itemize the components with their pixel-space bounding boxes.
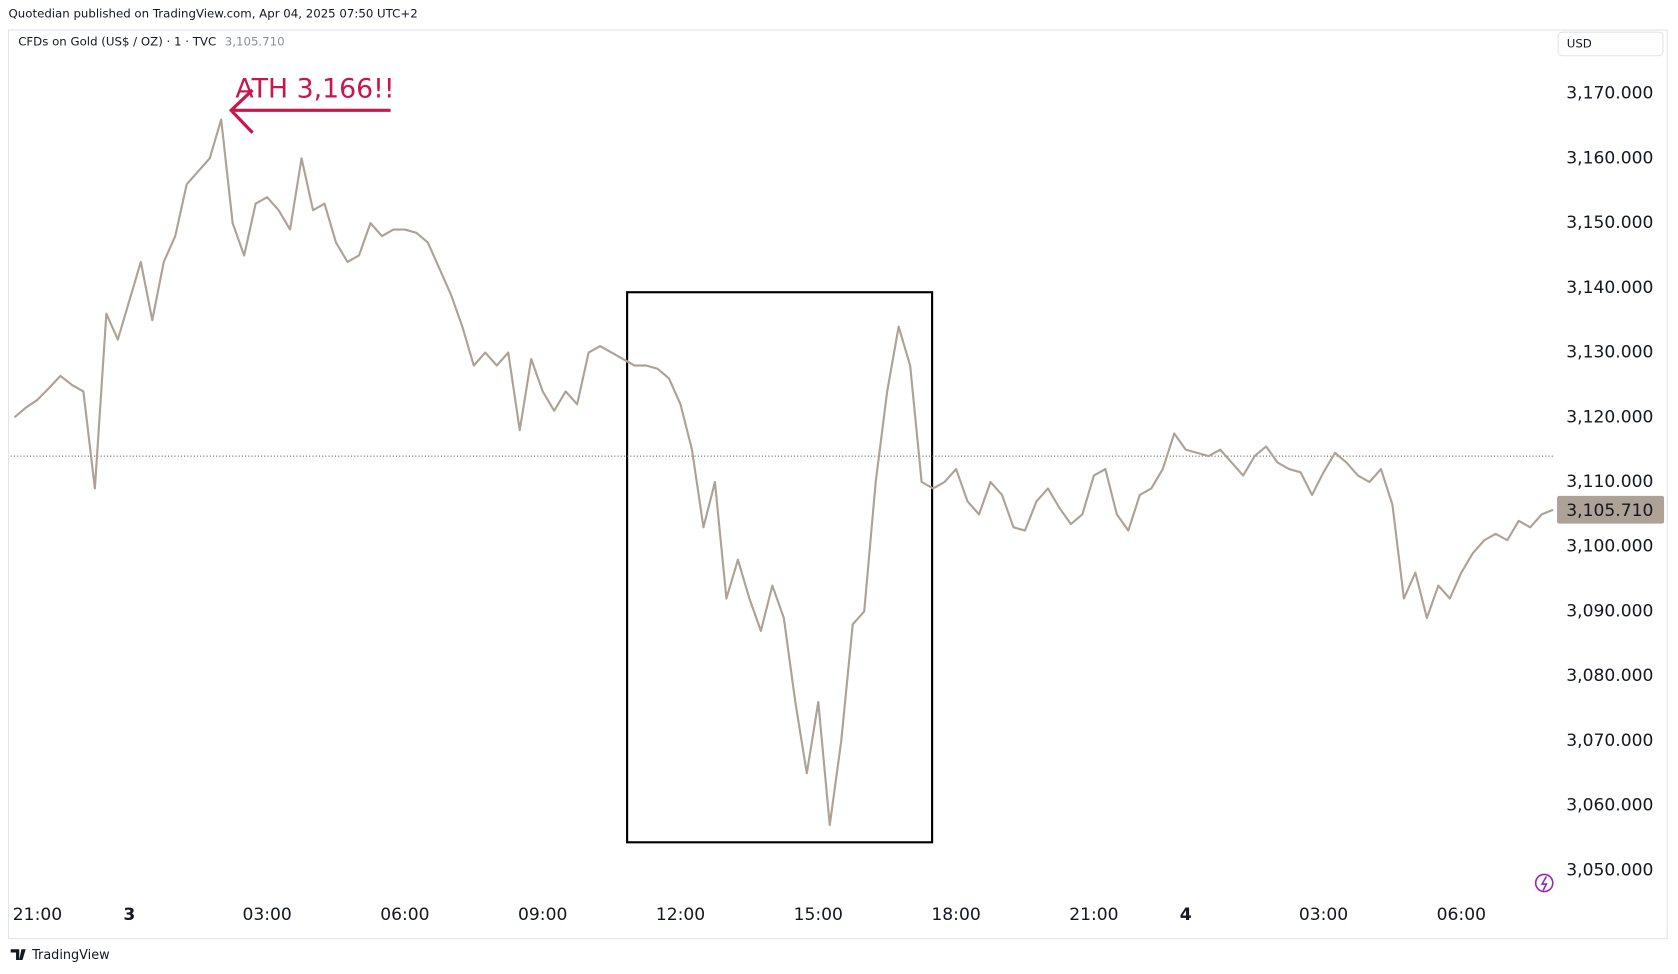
y-tick-label: 3,150.000: [1566, 213, 1653, 233]
y-tick-label: 3,060.000: [1566, 796, 1653, 816]
x-tick-label: 21:00: [13, 905, 62, 925]
x-tick-label: 12:00: [656, 905, 705, 925]
x-tick-label: 03:00: [242, 905, 291, 925]
x-tick-label: 06:00: [380, 905, 429, 925]
lightning-bolt: [1540, 876, 1548, 891]
annotation-text: ATH 3,166!!: [235, 73, 394, 104]
ath-annotation: ATH 3,166!!: [228, 73, 395, 134]
y-tick-label: 3,140.000: [1566, 278, 1653, 298]
chart-frame: [8, 29, 1668, 940]
x-tick-label: 09:00: [518, 905, 567, 925]
y-tick-label: 3,110.000: [1566, 472, 1653, 492]
x-tick-label: 15:00: [794, 905, 843, 925]
y-tick-label: 3,080.000: [1566, 666, 1653, 686]
y-tick-label: 3,100.000: [1566, 537, 1653, 557]
x-tick-label: 06:00: [1437, 905, 1486, 925]
brand-logo: TradingView: [10, 948, 110, 963]
x-tick-label: 18:00: [931, 905, 980, 925]
publish-note: Quotedian published on TradingView.com, …: [9, 6, 418, 20]
y-tick-label: 3,090.000: [1566, 601, 1653, 621]
y-tick-label: 3,120.000: [1566, 407, 1653, 427]
last-price-text: 3,105.710: [1566, 501, 1653, 521]
x-tick-label: 03:00: [1299, 905, 1348, 925]
y-tick-label: 3,130.000: [1566, 343, 1653, 363]
currency-box[interactable]: [1557, 31, 1664, 57]
x-tick-label: 3: [123, 905, 135, 925]
price-line: [13, 118, 1554, 827]
brand-name: TradingView: [31, 948, 110, 963]
symbol-title: CFDs on Gold (US$ / OZ) · 1 · TVC: [18, 34, 216, 48]
highlight-box: [626, 291, 934, 844]
y-tick-label: 3,070.000: [1566, 731, 1653, 751]
y-tick-label: 3,050.000: [1566, 860, 1653, 880]
arrow-head: [228, 88, 254, 134]
symbol-last-value: 3,105.710: [225, 34, 285, 48]
currency-label: USD: [1567, 36, 1592, 50]
lightning-icon[interactable]: [1534, 873, 1554, 893]
x-tick-label: 21:00: [1069, 905, 1118, 925]
y-tick-label: 3,160.000: [1566, 148, 1653, 168]
y-tick-label: 3,170.000: [1566, 84, 1653, 104]
last-price-tag: [1557, 495, 1665, 524]
logo-mark: [10, 949, 26, 961]
x-tick-label: 4: [1180, 905, 1192, 925]
